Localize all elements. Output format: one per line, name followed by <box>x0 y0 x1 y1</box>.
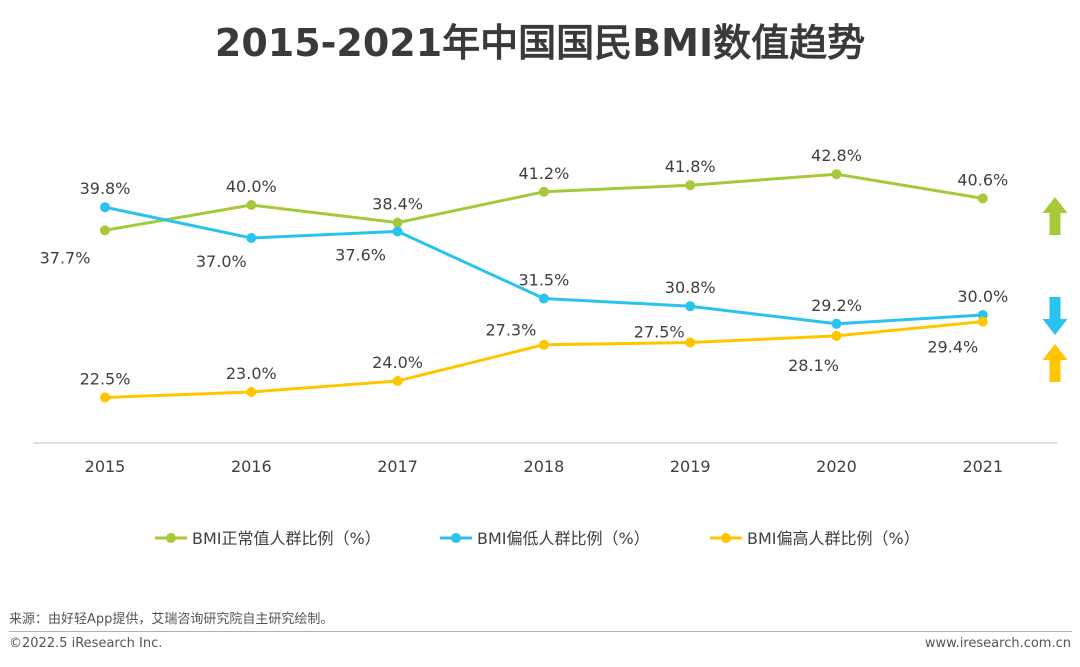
data-point <box>685 337 696 348</box>
data-point <box>392 376 403 386</box>
data-label: 30.8% <box>665 278 716 297</box>
data-point <box>392 226 403 237</box>
data-point <box>831 330 842 341</box>
data-point <box>831 318 842 329</box>
data-label: 39.8% <box>80 179 131 198</box>
data-point <box>977 193 988 204</box>
x-tick-label: 2020 <box>816 457 857 476</box>
x-tick-label: 2017 <box>377 457 418 476</box>
copyright-text: ©2022.5 iResearch Inc. <box>9 636 163 651</box>
x-tick-label: 2019 <box>670 457 711 476</box>
data-point <box>538 339 549 350</box>
legend-label: BMI正常值人群比例（%） <box>192 529 381 548</box>
data-point <box>538 293 549 304</box>
x-tick-label: 2015 <box>85 457 126 476</box>
chart-title: 2015-2021年中国国民BMI数值趋势 <box>214 21 866 65</box>
data-label: 41.8% <box>665 157 716 176</box>
data-point <box>392 217 403 228</box>
data-label: 27.5% <box>634 323 685 342</box>
trend-up-arrow-icon <box>1042 197 1068 235</box>
data-label: 23.0% <box>226 364 277 383</box>
data-point <box>246 387 257 397</box>
website-text: www.iresearch.com.cn <box>924 636 1071 651</box>
data-label: 37.7% <box>40 248 91 267</box>
data-label: 41.2% <box>518 164 569 183</box>
data-label: 42.8% <box>811 146 862 165</box>
data-label: 37.0% <box>196 252 247 271</box>
data-label: 29.4% <box>927 338 978 357</box>
data-label: 37.6% <box>335 245 386 264</box>
data-label: 28.1% <box>788 356 839 375</box>
data-point <box>100 392 110 403</box>
data-label: 30.0% <box>957 287 1008 306</box>
x-tick-label: 2018 <box>524 457 565 476</box>
legend-label: BMI偏高人群比例（%） <box>747 529 920 548</box>
data-point <box>246 233 257 243</box>
data-point <box>685 301 696 312</box>
source-note: 来源：由好轻App提供，艾瑞咨询研究院自主研究绘制。 <box>9 612 334 627</box>
data-label: 27.3% <box>485 321 536 340</box>
data-label: 31.5% <box>518 271 569 290</box>
legend-swatch-dot <box>451 533 461 543</box>
x-tick-label: 2016 <box>231 457 272 476</box>
data-point <box>538 186 549 197</box>
data-label: 38.4% <box>372 195 423 214</box>
data-point <box>685 180 696 191</box>
data-point <box>100 225 110 236</box>
data-point <box>831 169 842 180</box>
data-label: 40.6% <box>957 170 1008 189</box>
legend-swatch-dot <box>166 533 176 543</box>
data-point <box>977 316 988 327</box>
legend-swatch-dot <box>721 533 731 543</box>
data-label: 29.2% <box>811 296 862 315</box>
data-point <box>100 202 110 213</box>
line-chart: 2015 2016 2017 2018 2019 2020 2021 37.7% 40.0% 38… <box>33 146 1068 548</box>
footer-divider <box>9 631 1072 632</box>
legend-label: BMI偏低人群比例（%） <box>477 529 650 548</box>
data-label: 24.0% <box>372 353 423 372</box>
trend-down-arrow-icon <box>1042 297 1068 335</box>
data-label: 22.5% <box>80 370 131 389</box>
x-tick-label: 2021 <box>962 457 1003 476</box>
series-line <box>104 320 983 399</box>
trend-up-arrow-icon <box>1042 344 1068 382</box>
data-point <box>246 200 257 210</box>
data-label: 40.0% <box>226 177 277 196</box>
